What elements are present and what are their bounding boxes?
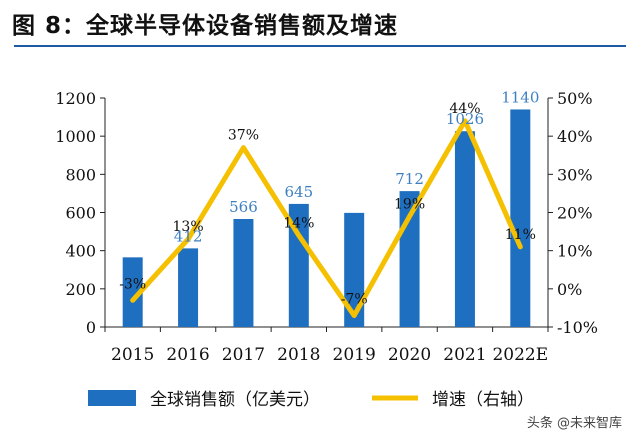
bar [178, 248, 199, 327]
bar-value-label: 1140 [501, 88, 539, 106]
bar [233, 218, 254, 327]
right-tick-label: 0% [557, 280, 582, 299]
right-tick-label: 50% [557, 89, 593, 108]
growth-line [130, 118, 523, 319]
bar-value-label: 645 [284, 183, 313, 201]
bar [122, 257, 143, 327]
x-tick-label: 2018 [277, 345, 320, 365]
x-tick-label: 2019 [333, 345, 376, 365]
right-tick-label: 10% [557, 242, 593, 261]
x-tick-label: 2016 [166, 345, 209, 365]
left-tick-label: 1000 [55, 127, 96, 146]
growth-value-label: 37% [228, 128, 259, 144]
bar-value-label: 1026 [446, 110, 484, 128]
bar-value-label: 566 [229, 198, 258, 216]
growth-value-label: 13% [173, 219, 204, 235]
left-tick-label: 800 [65, 165, 96, 184]
bar [344, 212, 365, 327]
right-tick-label: 40% [557, 127, 593, 146]
legend-line-label: 增速（右轴） [432, 390, 534, 410]
bar-value-label: 712 [395, 170, 424, 188]
bar [288, 203, 309, 327]
x-tick-label: 2015 [111, 345, 154, 365]
growth-value-label: -3% [119, 276, 146, 292]
legend-bar-label: 全球销售额（亿美元） [150, 390, 320, 410]
left-tick-label: 1200 [55, 89, 96, 108]
right-tick-label: -10% [557, 318, 598, 337]
bar-value-label: 412 [174, 227, 203, 245]
growth-value-label: 19% [394, 196, 425, 212]
right-tick-label: 30% [557, 165, 593, 184]
left-tick-label: 200 [65, 280, 96, 299]
right-tick-label: 20% [557, 204, 593, 223]
growth-value-label: 14% [283, 215, 314, 231]
growth-value-label: 11% [505, 227, 536, 243]
growth-value-label: -7% [341, 292, 368, 308]
bar [510, 109, 531, 327]
left-tick-label: 600 [65, 204, 96, 223]
bar [454, 131, 475, 327]
watermark: 头条 @未来智库 [526, 416, 622, 431]
x-tick-label: 2017 [222, 345, 265, 365]
legend-bar-swatch [88, 390, 136, 406]
left-tick-label: 400 [65, 242, 96, 261]
page-title: 图 8：全球半导体设备销售额及增速 [12, 13, 399, 39]
title-divider [14, 45, 626, 47]
left-tick-label: 0 [86, 318, 96, 337]
growth-value-label: 44% [449, 101, 480, 117]
x-tick-label: 2021 [443, 345, 486, 365]
x-tick-label: 2020 [388, 345, 431, 365]
x-tick-label: 2022E [492, 345, 548, 365]
